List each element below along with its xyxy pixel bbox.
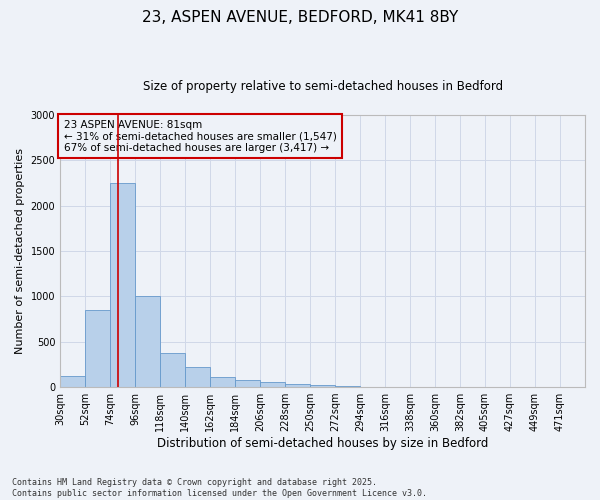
Y-axis label: Number of semi-detached properties: Number of semi-detached properties — [15, 148, 25, 354]
Bar — [185, 367, 210, 387]
Text: Contains HM Land Registry data © Crown copyright and database right 2025.
Contai: Contains HM Land Registry data © Crown c… — [12, 478, 427, 498]
Bar — [60, 376, 85, 387]
Title: Size of property relative to semi-detached houses in Bedford: Size of property relative to semi-detach… — [143, 80, 503, 93]
Bar — [260, 382, 285, 387]
Text: 23, ASPEN AVENUE, BEDFORD, MK41 8BY: 23, ASPEN AVENUE, BEDFORD, MK41 8BY — [142, 10, 458, 25]
Bar — [335, 386, 360, 387]
Bar — [160, 352, 185, 387]
Text: 23 ASPEN AVENUE: 81sqm
← 31% of semi-detached houses are smaller (1,547)
67% of : 23 ASPEN AVENUE: 81sqm ← 31% of semi-det… — [64, 120, 337, 152]
Bar — [210, 377, 235, 387]
Bar — [135, 296, 160, 387]
Bar — [235, 380, 260, 387]
Bar — [110, 183, 135, 387]
X-axis label: Distribution of semi-detached houses by size in Bedford: Distribution of semi-detached houses by … — [157, 437, 488, 450]
Bar — [85, 310, 110, 387]
Bar — [310, 386, 335, 387]
Bar — [285, 384, 310, 387]
